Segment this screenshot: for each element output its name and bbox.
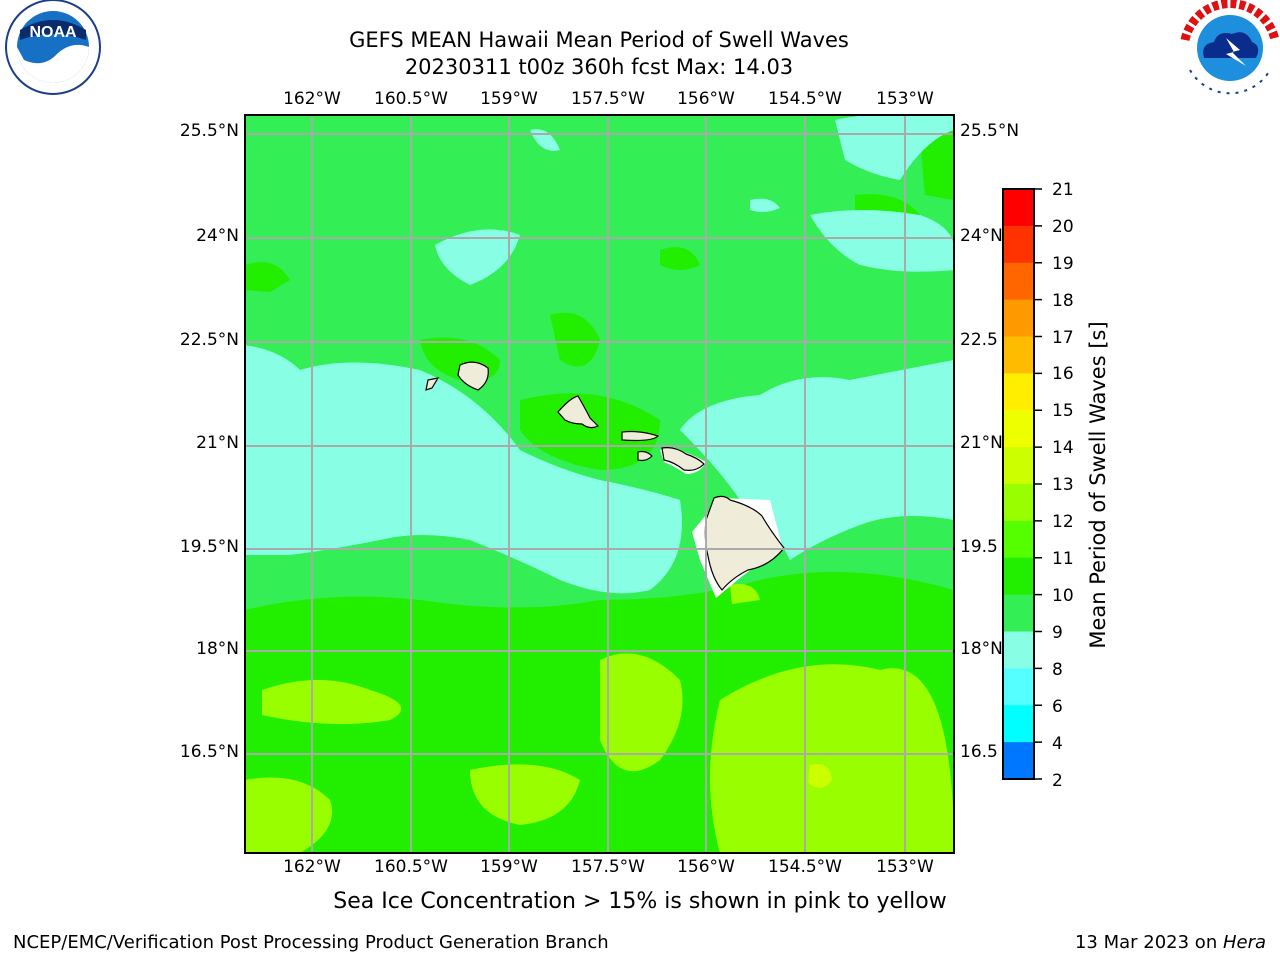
lon-label-top: 154.5°W: [768, 89, 842, 109]
noaa-logo: NOAA: [5, 0, 101, 95]
colorbar-segment: [1003, 742, 1034, 780]
colorbar-tick-label: 13: [1052, 475, 1074, 495]
colorbar-tick-label: 12: [1052, 512, 1074, 532]
lat-label-right: 25.5°N: [960, 121, 1020, 141]
colorbar-segment: [1003, 225, 1034, 264]
colorbar-tick-label: 4: [1052, 734, 1063, 754]
lon-label-bottom: 157.5°W: [571, 857, 645, 877]
colorbar-segment: [1003, 336, 1034, 374]
lon-label-top: 157.5°W: [571, 89, 645, 109]
lon-label-bottom: 154.5°W: [768, 857, 842, 877]
chart-subtitle-run: 20230311 t00z 360h fcst Max: 14.03: [404, 55, 794, 79]
lat-label-left: 25.5°N: [179, 121, 239, 141]
noaa-logo-text: NOAA: [29, 24, 77, 41]
colorbar-label: Mean Period of Swell Waves [s]: [1086, 321, 1110, 649]
colorbar-tick-label: 16: [1052, 364, 1074, 384]
footer-date-text: 13 Mar 2023 on: [1074, 932, 1223, 953]
lon-label-bottom: 153°W: [876, 857, 934, 877]
colorbar-tick-label: 19: [1052, 254, 1074, 274]
colorbar-segment: [1003, 520, 1034, 559]
colorbar-frame: [1002, 188, 1035, 780]
lat-label-right: 24°N: [960, 226, 1003, 246]
colorbar-segment: [1003, 410, 1034, 448]
colorbar-tick-label: 15: [1052, 401, 1074, 421]
lon-label-top: 153°W: [876, 89, 934, 109]
lat-label-left: 19.5°N: [179, 537, 239, 557]
lat-label-left: 18°N: [196, 639, 239, 659]
lon-label-top: 159°W: [480, 89, 538, 109]
lat-label-right: 18°N: [960, 639, 1003, 659]
lat-label-left: 21°N: [196, 433, 239, 453]
colorbar-segment: [1003, 299, 1034, 337]
swell-period-field: [245, 115, 954, 853]
footer-host: Hera: [1222, 932, 1266, 953]
lon-label-bottom: 162°W: [283, 857, 341, 877]
colorbar-segment: [1003, 705, 1034, 743]
lon-label-top: 162°W: [283, 89, 341, 109]
colorbar-segment: [1003, 447, 1034, 485]
colorbar-segment: [1003, 668, 1034, 706]
chart-title: GEFS MEAN Hawaii Mean Period of Swell Wa…: [349, 28, 849, 52]
colorbar-tick-label: 9: [1052, 623, 1063, 643]
lat-label-left: 22.5°N: [179, 330, 239, 350]
lon-label-bottom: 156°W: [677, 857, 735, 877]
map-frame: [244, 114, 955, 854]
lon-label-top: 160.5°W: [374, 89, 448, 109]
lat-label-right: 21°N: [960, 433, 1003, 453]
lon-label-top: 156°W: [677, 89, 735, 109]
lat-label-left: 16.5°N: [179, 742, 239, 762]
lat-label-left: 24°N: [196, 226, 239, 246]
colorbar-tick-label: 6: [1052, 697, 1063, 717]
colorbar-tick-label: 8: [1052, 660, 1063, 680]
colorbar-segment: [1003, 484, 1034, 522]
colorbar-tick-label: 21: [1052, 180, 1074, 200]
colorbar-tick-label: 17: [1052, 328, 1074, 348]
lon-label-bottom: 159°W: [480, 857, 538, 877]
footer-credit: NCEP/EMC/Verification Post Processing Pr…: [13, 932, 609, 953]
colorbar-segment: [1003, 594, 1034, 632]
colorbar-segment: [1003, 631, 1034, 669]
colorbar: [1003, 188, 1042, 780]
colorbar-segment: [1003, 557, 1034, 596]
colorbar-segment: [1003, 189, 1034, 227]
colorbar-tick-label: 10: [1052, 586, 1074, 606]
lat-label-right: 22.5: [960, 330, 998, 350]
colorbar-tick-label: 20: [1052, 217, 1074, 237]
nws-logo: [1180, 0, 1280, 95]
lon-label-bottom: 160.5°W: [374, 857, 448, 877]
colorbar-tick-label: 14: [1052, 438, 1074, 458]
colorbar-tick-label: 11: [1052, 549, 1074, 569]
lat-label-right: 16.5: [960, 742, 998, 762]
colorbar-segment: [1003, 262, 1034, 301]
graticule: [245, 115, 954, 853]
colorbar-segment: [1003, 373, 1034, 411]
colorbar-tick-label: 2: [1052, 771, 1063, 791]
sea-ice-note: Sea Ice Concentration > 15% is shown in …: [333, 889, 947, 914]
colorbar-tick-label: 18: [1052, 291, 1074, 311]
lat-label-right: 19.5: [960, 537, 998, 557]
footer-date: 13 Mar 2023 on Hera: [1075, 932, 1266, 953]
